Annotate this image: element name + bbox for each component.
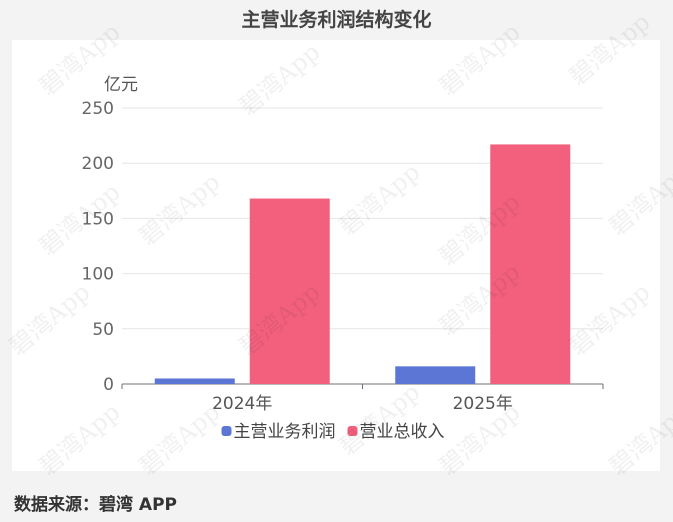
- bar-main-business-profit-0: [154, 378, 235, 384]
- y-axis-unit-label: 亿元: [104, 75, 138, 95]
- legend-label-total-revenue: 营业总收入: [360, 422, 445, 442]
- data-source-note: 数据来源：碧湾 APP: [14, 495, 177, 515]
- y-tick-label: 50: [92, 320, 114, 340]
- legend-marker-total-revenue: [347, 426, 358, 436]
- y-tick-label: 150: [82, 209, 114, 229]
- y-tick-label: 200: [82, 154, 114, 174]
- y-tick-label: 0: [103, 375, 114, 395]
- y-tick-label: 100: [82, 265, 114, 285]
- bar-main-business-profit-1: [395, 366, 476, 384]
- y-tick-label: 250: [82, 99, 114, 119]
- chart-card: 亿元 0 50 100 150 200 250 2024年 2025年主营业务利润 营业总收入: [12, 40, 660, 471]
- bar-total-revenue-0: [249, 198, 330, 384]
- x-category-label: 2025年: [453, 394, 513, 414]
- x-category-label: 2024年: [212, 394, 272, 414]
- chart-title: 主营业务利润结构变化: [241, 9, 432, 31]
- legend-label-main-business-profit: 主营业务利润: [234, 422, 336, 442]
- bar-total-revenue-1: [490, 144, 571, 384]
- legend-marker-main-business-profit: [221, 426, 232, 436]
